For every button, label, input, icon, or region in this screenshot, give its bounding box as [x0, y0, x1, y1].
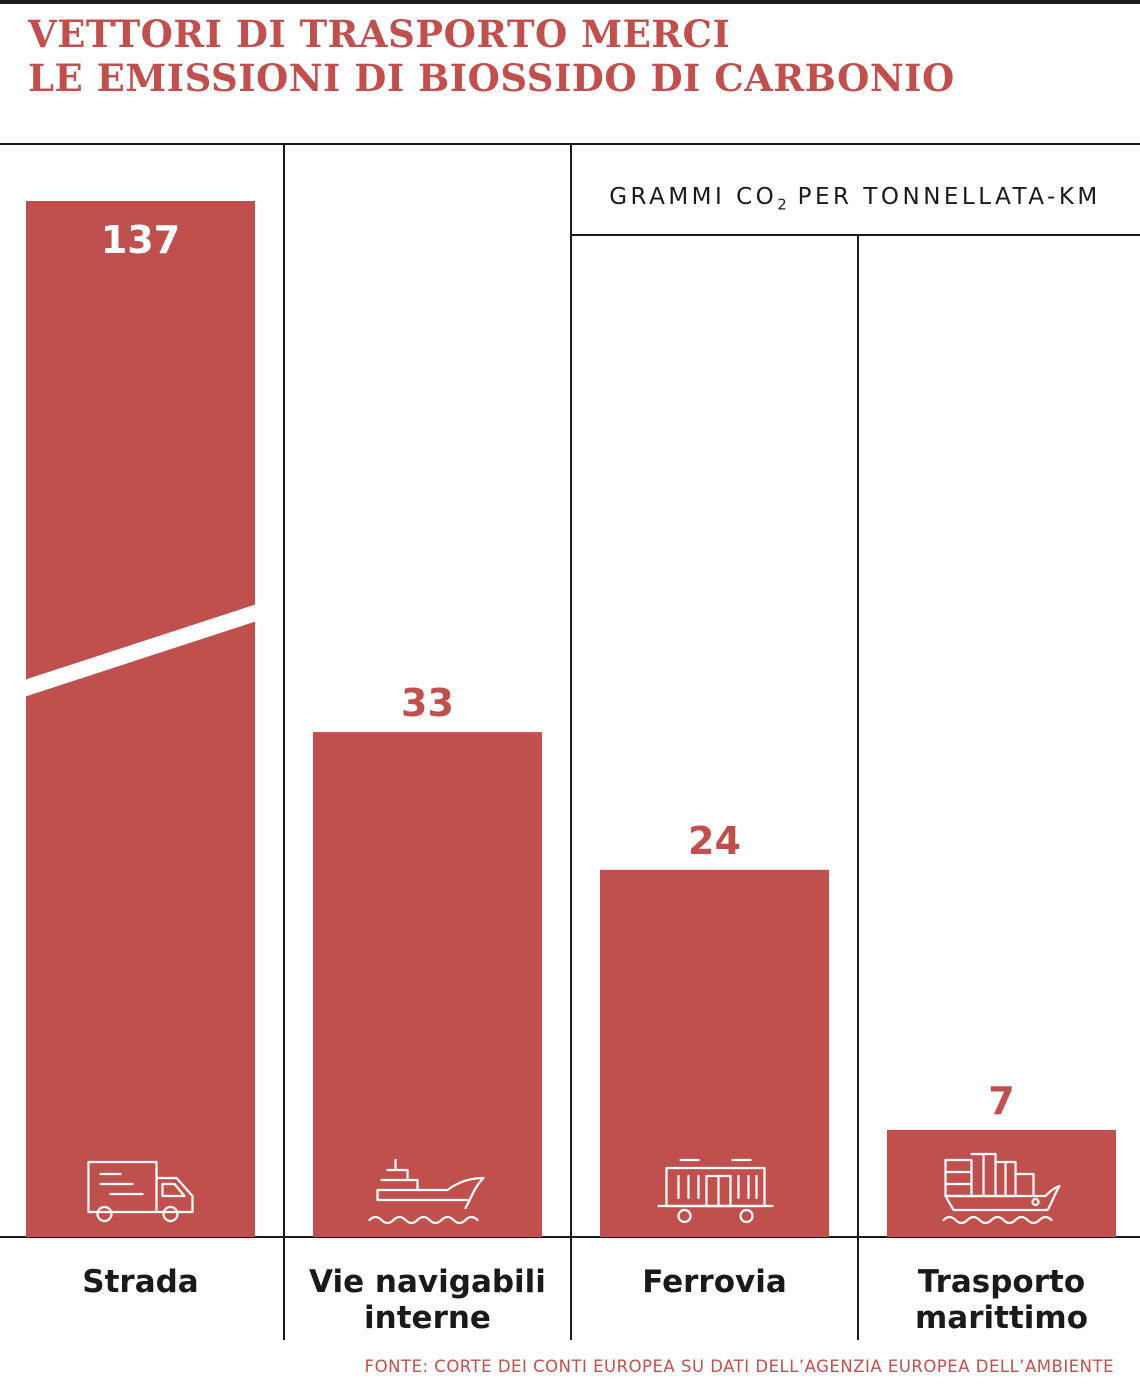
chart-title: VETTORI DI TRASPORTO MERCI LE EMISSIONI … — [28, 12, 955, 100]
bar — [600, 869, 829, 1237]
value-label: 7 — [988, 1079, 1014, 1123]
category-label: interne — [364, 1300, 491, 1336]
truck-icon — [87, 1160, 194, 1223]
icon-part — [944, 1184, 1061, 1212]
bar — [887, 1129, 1116, 1237]
icon-part — [155, 1176, 194, 1214]
icon-part — [161, 1182, 186, 1198]
icon-part — [942, 1215, 1053, 1225]
category-label: Vie navigabili — [309, 1264, 546, 1300]
axis-break — [24, 604, 257, 697]
bar — [313, 732, 542, 1237]
category-label: Ferrovia — [642, 1264, 787, 1300]
icon-part — [376, 1176, 485, 1210]
icon-part — [99, 1172, 144, 1196]
icon-part — [380, 1178, 419, 1192]
unit-suffix: PER TONNELLATA-KM — [786, 184, 1101, 210]
unit-subscript: 2 — [777, 195, 787, 214]
top-rule — [0, 0, 1140, 4]
container-ship-icon — [942, 1152, 1061, 1225]
icon-wheel — [739, 1208, 754, 1224]
chart-title-line-1: VETTORI DI TRASPORTO MERCI — [28, 12, 731, 56]
freight-wagon-icon — [657, 1158, 774, 1224]
unit-label: GRAMMI CO2 PER TONNELLATA-KM — [572, 184, 1138, 214]
value-label: 24 — [688, 819, 741, 863]
value-label: 137 — [101, 218, 180, 262]
icon-part — [376, 1188, 469, 1202]
icon-porthole — [1031, 1197, 1040, 1207]
icon-part — [368, 1215, 479, 1225]
unit-prefix: GRAMMI CO — [609, 184, 778, 210]
category-label: Strada — [82, 1264, 198, 1300]
bar — [26, 201, 255, 1237]
icon-wheel — [677, 1208, 692, 1224]
icon-wheel — [96, 1205, 113, 1223]
source-note: FONTE: CORTE DEI CONTI EUROPEA SU DATI D… — [364, 1357, 1114, 1376]
value-label: 33 — [401, 681, 454, 725]
icon-part — [1014, 1172, 1035, 1198]
category-label: Trasporto — [918, 1264, 1085, 1300]
category-label: marittimo — [915, 1300, 1088, 1336]
icon-part — [386, 1168, 409, 1182]
chart-title-line-2: LE EMISSIONI DI BIOSSIDO DI CARBONIO — [28, 56, 955, 100]
icon-wheel — [162, 1205, 179, 1223]
barge-icon — [368, 1158, 485, 1225]
icon-part — [677, 1174, 758, 1200]
